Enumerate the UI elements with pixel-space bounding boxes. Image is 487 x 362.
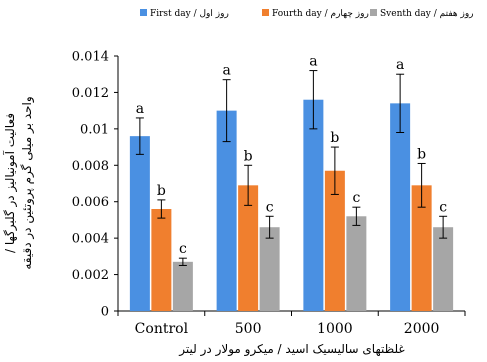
y-tick-label: 0.002 — [72, 268, 109, 283]
legend-swatch — [262, 9, 269, 16]
significance-letter: a — [136, 101, 144, 117]
significance-letter: b — [244, 148, 253, 164]
bar — [216, 110, 237, 312]
legend-swatch — [140, 9, 147, 16]
bar — [390, 103, 411, 311]
y-tick-label: 0.01 — [80, 122, 109, 137]
y-tick-label: 0 — [101, 305, 109, 320]
bar — [259, 227, 280, 311]
significance-letter: c — [266, 199, 274, 215]
significance-letter: a — [309, 54, 317, 70]
x-axis-title: غلظتهای سالیسیک اسید / میکرو مولار در لی… — [178, 342, 404, 357]
bar — [172, 261, 193, 311]
significance-letters: a a a a b b b b c c c c — [136, 54, 448, 258]
y-tick-label: 0.008 — [72, 159, 109, 174]
y-axis-title-line2: واحد بر میلی گرم پروتئین در دقیقه — [20, 96, 35, 269]
y-tick-label: 0.004 — [72, 232, 109, 247]
error-bars — [135, 70, 448, 266]
significance-letter: c — [179, 241, 187, 257]
x-axis: Control 500 1000 2000 — [117, 310, 466, 337]
legend-label: Sventh day / روز هفتم — [380, 9, 474, 19]
significance-letter: a — [222, 63, 230, 79]
y-axis: 0 0.002 0.004 0.006 0.008 0.01 0.012 0.014 — [72, 50, 119, 320]
bar — [151, 209, 172, 311]
significance-letter: c — [352, 190, 360, 206]
category-label: 2000 — [404, 321, 440, 337]
significance-letter: b — [330, 130, 339, 146]
category-label: Control — [135, 321, 189, 337]
bar — [303, 99, 324, 311]
y-tick-label: 0.006 — [72, 195, 109, 210]
category-label: 1000 — [317, 321, 353, 337]
bar — [129, 136, 150, 311]
y-tick-label: 0.012 — [72, 86, 109, 101]
significance-letter: a — [396, 57, 404, 73]
legend-swatch — [370, 9, 377, 16]
legend: First day / روز اول Fourth day / روز چهار… — [140, 9, 474, 19]
bar — [433, 227, 454, 311]
legend-label: First day / روز اول — [150, 9, 229, 19]
bar — [411, 185, 432, 311]
bar — [346, 216, 367, 311]
significance-letter: b — [417, 146, 426, 162]
significance-letter: c — [439, 199, 447, 215]
y-tick-label: 0.014 — [72, 50, 109, 65]
bar — [238, 185, 259, 311]
bars — [129, 99, 454, 312]
bar — [324, 170, 345, 311]
significance-letter: b — [157, 183, 166, 199]
legend-label: Fourth day / روز چهارم — [272, 9, 369, 19]
category-label: 500 — [235, 321, 262, 337]
y-axis-title-line1: فعالیت آمونیالیز در گلبرگها / — [2, 113, 18, 253]
